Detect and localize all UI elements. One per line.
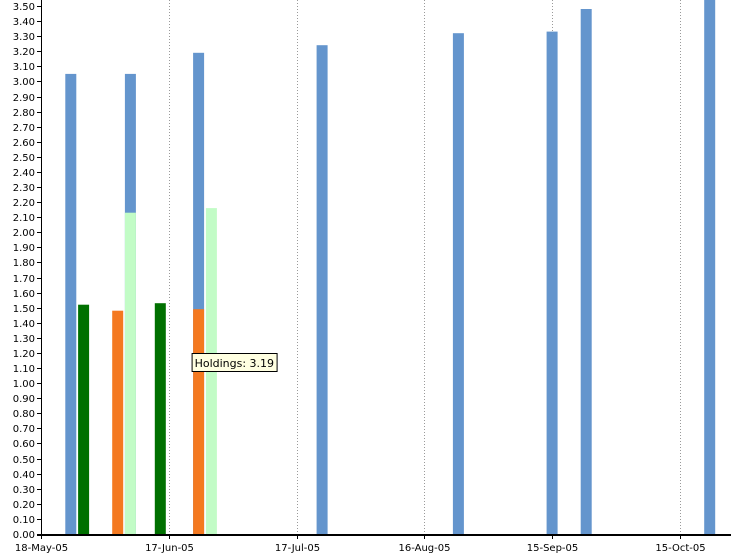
bar-s2-1[interactable] [193,309,205,534]
x-tick-label: 18-May-05 [15,543,68,554]
y-tick-label: 3.00 [13,77,35,88]
y-tick-label: 3.30 [13,32,35,43]
bar-s0-6[interactable] [580,9,592,534]
bar-s0-2[interactable] [193,52,205,535]
x-tick-label: 15-Oct-05 [655,543,705,554]
bar-s0-5[interactable] [546,31,558,534]
y-tick-label: 3.20 [13,47,35,58]
bar-s1-0[interactable] [78,304,90,534]
axes: 0.00 0.10 0.20 0.30 0.40 0.50 0.60 0.70 0.80 0.90… [13,0,731,554]
bars [65,0,716,535]
y-tick-label: 1.90 [13,243,35,254]
y-tick-label: 1.60 [13,289,35,300]
y-tick-label: 0.90 [13,394,35,405]
y-tick-label: 2.50 [13,153,35,164]
bar-s0-3[interactable] [316,45,328,534]
y-tick-label: 0.10 [13,515,35,526]
y-tick-label: 2.20 [13,198,35,209]
y-tick-label: 0.70 [13,424,35,435]
x-tick-label: 17-Jul-05 [275,543,320,554]
y-tick-label: 0.00 [13,530,35,541]
bar-s2-0[interactable] [112,310,124,534]
y-tick-label: 0.40 [13,470,35,481]
x-tick-label: 15-Sep-05 [527,543,579,554]
y-tick-label: 0.80 [13,409,35,420]
tooltip-text: Holdings: 3.19 [195,357,274,370]
bar-s0-7[interactable] [704,0,716,534]
y-tick-label: 2.90 [13,93,35,104]
y-tick-label: 2.10 [13,213,35,224]
bar-s1-1[interactable] [154,303,166,534]
y-tick-label: 1.20 [13,349,35,360]
y-tick-label: 3.10 [13,62,35,73]
y-tick-label: 2.80 [13,108,35,119]
y-tick-label: 2.40 [13,168,35,179]
y-tick-label: 1.80 [13,258,35,269]
y-tick-label: 0.20 [13,500,35,511]
y-tick-label: 2.70 [13,123,35,134]
y-tick-label: 1.70 [13,274,35,285]
y-tick-label: 2.60 [13,138,35,149]
y-tick-label: 1.00 [13,379,35,390]
y-tick-label: 1.40 [13,319,35,330]
y-tick-label: 2.30 [13,183,35,194]
y-tick-label: 1.30 [13,334,35,345]
y-tick-label: 1.50 [13,304,35,315]
y-tick-label: 3.40 [13,17,35,28]
y-tick-label: 1.10 [13,364,35,375]
bar-s3-0[interactable] [124,212,136,534]
tooltip-box [191,353,278,372]
x-tick-label: 17-Jun-05 [145,543,194,554]
y-tick-label: 0.30 [13,485,35,496]
y-tick-label: 0.60 [13,439,35,450]
x-tick-label: 16-Aug-05 [399,543,451,554]
y-tick-label: 2.00 [13,228,35,239]
y-tick-label: 0.50 [13,455,35,466]
bar-s0-4[interactable] [452,33,464,534]
tooltip: Holdings: 3.19 [191,353,278,372]
bar-s0-0[interactable] [65,73,77,535]
y-tick-label: 3.50 [13,2,35,13]
